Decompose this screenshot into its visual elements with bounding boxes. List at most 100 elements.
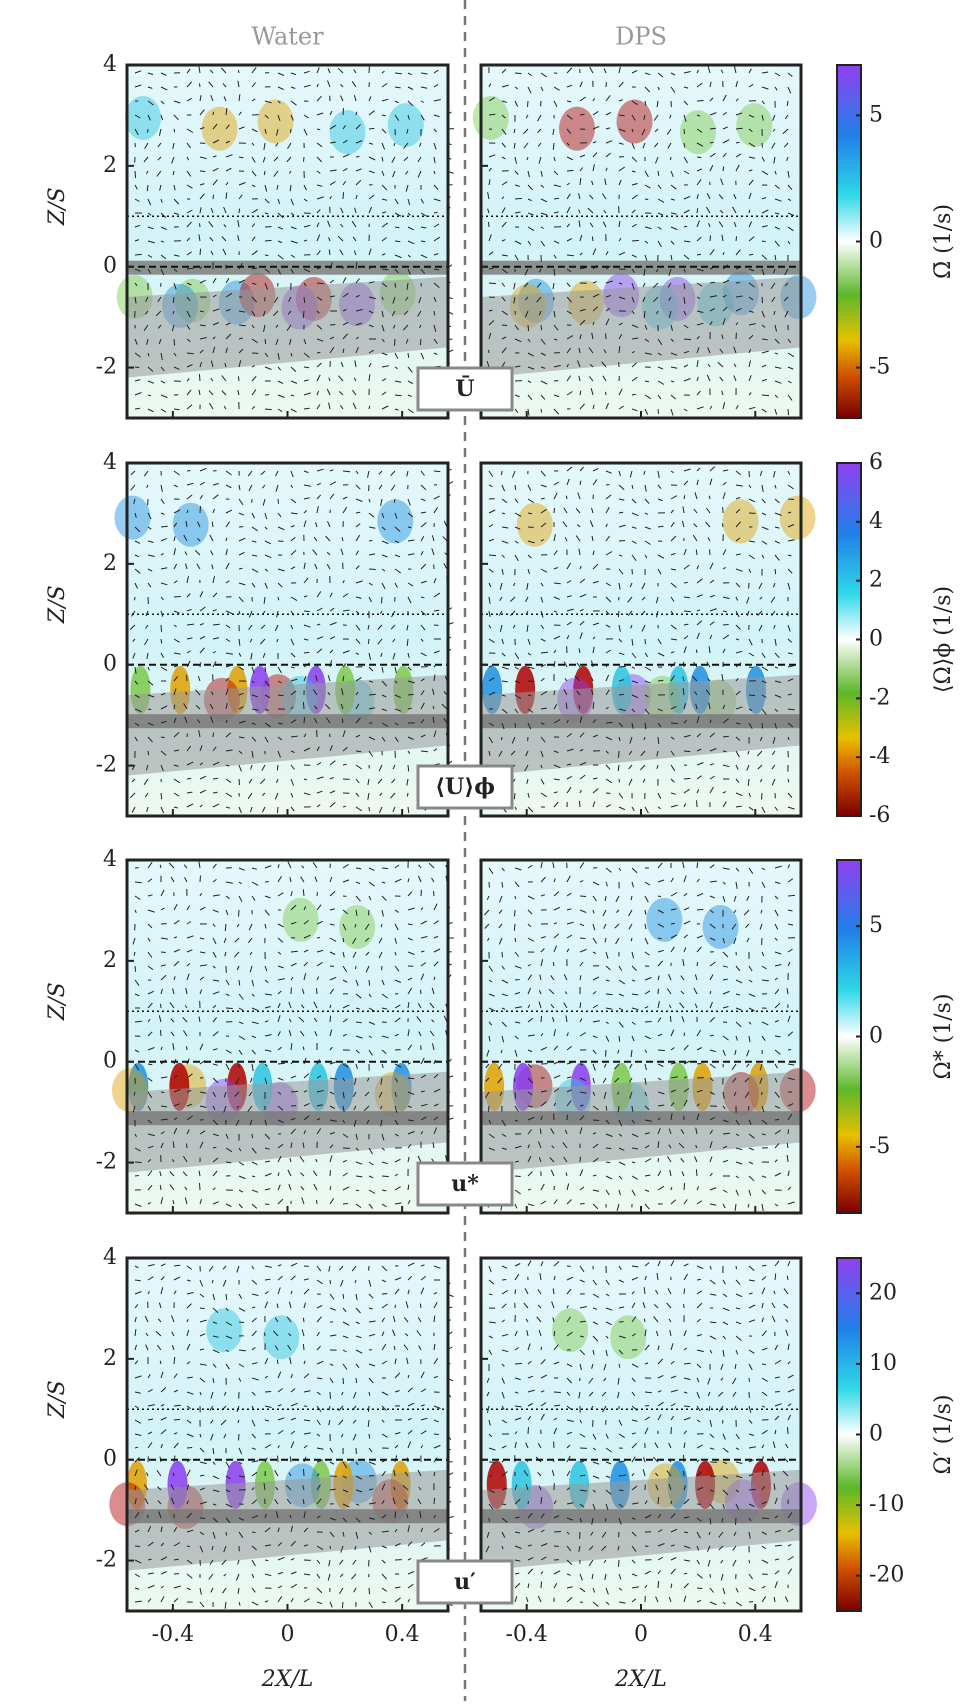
y-tick-label: 2 — [103, 551, 117, 576]
vorticity-blob — [263, 1315, 300, 1360]
panel — [114, 461, 454, 818]
colorbar-tick-label: 0 — [869, 627, 883, 652]
colorbar-tick-label: 0 — [869, 1024, 883, 1049]
y-tick-label: 4 — [103, 450, 117, 475]
quiver-arrows — [486, 66, 795, 416]
row-label-box — [416, 1161, 514, 1207]
quiver-arrows — [488, 466, 795, 814]
bed — [127, 1111, 448, 1126]
colorbar-tick-label: -10 — [869, 1492, 904, 1517]
quiver-arrows — [129, 467, 454, 814]
colorbar-label: ⟨Ω⟩ϕ (1/s) — [931, 586, 956, 693]
colorbar-tick-label: 5 — [869, 913, 883, 938]
panel — [472, 63, 817, 420]
vorticity-blob — [387, 103, 424, 148]
vorticity-blob — [779, 495, 816, 540]
quiver-arrows — [132, 861, 454, 1209]
x-axis-label: 2X/L — [261, 1667, 314, 1692]
vorticity-blob — [616, 99, 653, 144]
colorbar-tick-label: -2 — [869, 685, 890, 710]
bed — [481, 1509, 801, 1524]
panel — [111, 858, 454, 1215]
y-tick-label: 0 — [103, 652, 117, 677]
bed — [481, 714, 801, 729]
colorbar-tick-label: -5 — [869, 355, 890, 380]
quiver-arrows — [485, 1260, 795, 1607]
vorticity-blob — [377, 499, 414, 544]
panel — [479, 461, 816, 818]
vorticity-blob — [206, 1308, 243, 1353]
colorbar-tick-label: 0 — [869, 229, 883, 254]
x-tick-label: 0 — [281, 1622, 295, 1647]
colorbar-tick-label: 5 — [869, 102, 883, 127]
colorbar-tick-label: -5 — [869, 1134, 890, 1159]
y-tick-label: 4 — [103, 52, 117, 77]
y-tick-label: -2 — [96, 355, 117, 380]
colorbar-tick-label: 10 — [869, 1351, 897, 1376]
y-axis-label: Z/S — [45, 187, 70, 226]
x-tick-label: 0.4 — [738, 1622, 773, 1647]
y-tick-label: 2 — [103, 1346, 117, 1371]
vorticity-blob — [257, 99, 294, 144]
colorbar-tick-label: 0 — [869, 1422, 883, 1447]
bed-shadow — [481, 276, 801, 378]
vorticity-blob — [114, 495, 151, 540]
vorticity-blob — [552, 1308, 589, 1353]
vorticity-blob — [736, 103, 773, 148]
y-axis-label: Z/S — [45, 585, 70, 624]
panel-title: DPS — [615, 23, 667, 51]
quiver-arrows — [134, 1262, 454, 1609]
x-axis-label: 2X/L — [614, 1667, 667, 1692]
y-tick-label: -2 — [96, 753, 117, 778]
row-label: u′ — [454, 1569, 476, 1595]
vorticity-blob — [559, 106, 596, 151]
colorbar-label: Ω̄ (1/s) — [931, 204, 956, 279]
row-label-box — [416, 764, 514, 810]
vorticity-blob — [282, 897, 319, 942]
y-axis-label: Z/S — [45, 982, 70, 1021]
colorbar-tick-label: 4 — [869, 509, 883, 534]
y-tick-label: -2 — [96, 1150, 117, 1175]
y-tick-label: 0 — [103, 1049, 117, 1074]
x-tick-label: -0.4 — [152, 1622, 194, 1647]
vorticity-blob — [722, 499, 759, 544]
y-tick-label: 4 — [103, 847, 117, 872]
x-tick-label: 0.4 — [385, 1622, 420, 1647]
row-label-box — [416, 366, 514, 412]
x-tick-label: -0.4 — [506, 1622, 548, 1647]
x-tick-label: 0 — [634, 1622, 648, 1647]
bed — [127, 1509, 448, 1524]
y-tick-label: 2 — [103, 153, 117, 178]
quiver-arrows — [484, 861, 796, 1211]
bed — [127, 714, 448, 729]
row-label: Ū — [455, 375, 474, 402]
y-tick-label: 2 — [103, 948, 117, 973]
vorticity-blob — [679, 110, 716, 155]
vorticity-blob — [201, 106, 238, 151]
panel — [109, 1256, 454, 1613]
colorbar-tick-label: 6 — [869, 450, 883, 475]
row-label-box — [416, 1559, 514, 1605]
y-tick-label: 0 — [103, 254, 117, 279]
vorticity-blob — [702, 904, 739, 949]
colorbar-label: Ω′ (1/s) — [931, 1394, 956, 1474]
y-axis-label: Z/S — [45, 1380, 70, 1419]
colorbar-tick-label: 2 — [869, 568, 883, 593]
vorticity-blob — [329, 110, 366, 155]
bed — [481, 1111, 801, 1126]
colorbar-label: Ω* (1/s) — [931, 993, 956, 1079]
vorticity-blob — [610, 1315, 647, 1360]
colorbar-tick-label: -4 — [869, 744, 890, 769]
vorticity-blob — [516, 502, 553, 547]
colorbar-tick-label: -6 — [869, 803, 890, 828]
y-tick-label: -2 — [96, 1548, 117, 1573]
row-label: ⟨U⟩ϕ — [435, 774, 495, 800]
bed-shadow — [127, 276, 448, 378]
vorticity-blob — [339, 904, 376, 949]
colorbar-tick-label: -20 — [869, 1563, 904, 1588]
y-tick-label: 0 — [103, 1447, 117, 1472]
panel-title: Water — [251, 23, 324, 51]
vorticity-blob — [125, 95, 162, 140]
vorticity-blob — [172, 502, 209, 547]
